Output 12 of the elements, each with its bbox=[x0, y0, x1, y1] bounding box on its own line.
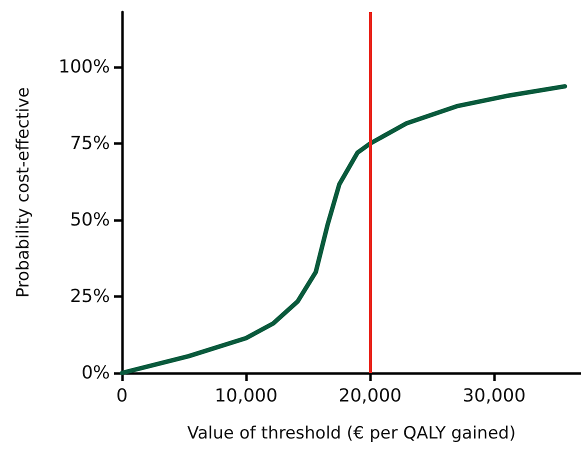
y-tick-label: 50% bbox=[70, 210, 110, 231]
x-tick-label: 20,000 bbox=[338, 386, 402, 406]
y-tick-label: 25% bbox=[70, 286, 110, 308]
x-tick-label: 10,000 bbox=[214, 386, 278, 406]
y-tick-label: 100% bbox=[58, 56, 110, 78]
line-series bbox=[120, 84, 568, 376]
x-tick-label: 30,000 bbox=[462, 386, 526, 406]
y-tick-label: 0% bbox=[81, 362, 110, 384]
x-axis-title: Value of threshold (€ per QALY gained) bbox=[187, 424, 516, 444]
y-axis-title: Probability cost-effective bbox=[14, 87, 34, 298]
y-tick-label: 75% bbox=[70, 133, 110, 154]
x-tick-label: 0 bbox=[116, 386, 128, 406]
